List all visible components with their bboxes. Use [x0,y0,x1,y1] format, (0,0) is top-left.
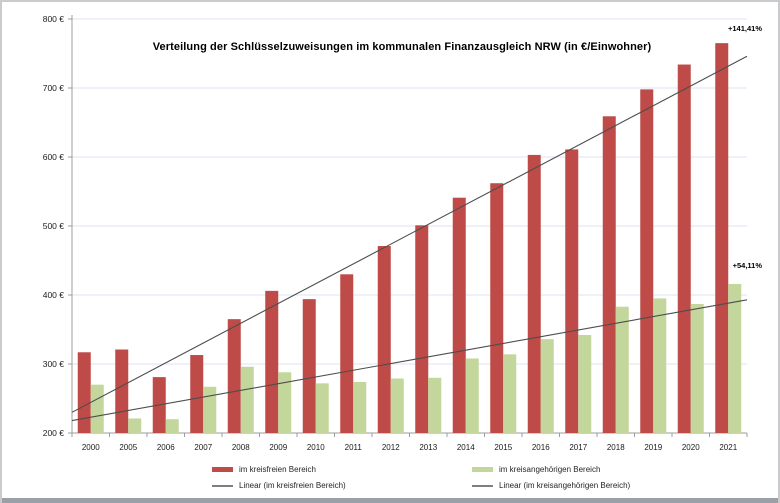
y-tick-label: 200 € [43,428,65,438]
bar-kreisfrei-2020 [677,64,691,433]
bar-kreisfrei-2007 [190,355,204,433]
bar-kreisfrei-2021 [715,43,729,434]
legend-label: im kreisfreien Bereich [239,465,316,474]
bar-kreisfrei-2019 [640,89,654,433]
y-tick-label: 300 € [43,359,65,369]
bar-kreisangehoerig-2021 [728,283,742,433]
legend-swatch-linear-kreisangehoerig-line [472,484,493,487]
bar-kreisangehoerig-2012 [390,378,404,433]
y-tick-label: 600 € [43,152,65,162]
bar-kreisfrei-2009 [265,290,279,433]
bar-kreisangehoerig-2020 [690,303,704,433]
x-tick-label: 2015 [494,443,512,452]
bar-kreisangehoerig-2016 [540,339,554,433]
bar-kreisfrei-2016 [527,154,541,433]
legend-item-kreisfrei: im kreisfreien Bereich [212,465,316,474]
bar-kreisfrei-2017 [565,149,579,433]
trend-kreisangehoerig-line [71,299,748,422]
bar-kreisangehoerig-2014 [465,358,479,433]
legend-label: im kreisangehörigen Bereich [499,465,601,474]
bar-kreisfrei-2012 [377,246,391,433]
legend-label: Linear (im kreisfreien Bereich) [239,481,346,490]
bar-kreisfrei-2010 [302,299,316,433]
x-tick-label: 2019 [644,443,662,452]
x-tick-label: 2009 [269,443,287,452]
bar-kreisangehoerig-2008 [240,366,254,433]
bar-kreisfrei-2018 [602,116,616,433]
bar-kreisangehoerig-2007 [203,386,217,433]
bar-kreisfrei-2005 [115,349,129,433]
y-tick-label: 800 € [43,14,65,24]
bar-kreisfrei-2000 [77,352,91,433]
growth-label-kreisangehoerig: +54,11% [732,261,762,270]
legend-item-kreisangehoerig: im kreisangehörigen Bereich [472,465,600,474]
legend-item-linear-kreisfrei: Linear (im kreisfreien Bereich) [212,481,346,490]
x-tick-label: 2011 [345,443,363,452]
bar-kreisangehoerig-2015 [503,354,517,433]
bar-kreisfrei-2014 [452,197,466,433]
y-tick-label: 500 € [43,221,65,231]
x-tick-label: 2005 [119,443,137,452]
x-tick-label: 2000 [82,443,100,452]
legend-swatch-kreisfrei-bar [212,467,233,472]
x-tick-label: 2008 [232,443,250,452]
legend-swatch-linear-kreisfrei-line [212,484,233,487]
bar-kreisangehoerig-2006 [165,419,179,433]
bar-kreisangehoerig-2011 [353,381,367,433]
legend-swatch-kreisangehoerig-bar [472,467,493,472]
trend-kreisfrei-line [71,55,748,413]
x-tick-label: 2018 [607,443,625,452]
x-tick-label: 2007 [194,443,212,452]
chart-title: Verteilung der Schlüsselzuweisungen im k… [152,41,652,53]
bar-kreisfrei-2015 [490,183,504,433]
x-tick-label: 2012 [382,443,400,452]
x-tick-label: 2013 [419,443,437,452]
bar-kreisfrei-2013 [415,225,429,433]
bar-kreisangehoerig-2019 [653,298,667,433]
y-tick-label: 700 € [43,83,65,93]
bar-kreisangehoerig-2005 [128,418,142,433]
bar-kreisangehoerig-2018 [615,306,629,433]
legend-item-linear-kreisangehoerig: Linear (im kreisangehörigen Bereich) [472,481,630,490]
bar-kreisangehoerig-2009 [278,372,292,433]
y-tick-label: 400 € [43,290,65,300]
x-tick-label: 2021 [719,443,737,452]
x-tick-label: 2016 [532,443,550,452]
x-tick-label: 2006 [157,443,175,452]
x-tick-label: 2010 [307,443,325,452]
bar-kreisangehoerig-2017 [578,335,592,433]
bar-kreisfrei-2011 [340,274,354,433]
x-tick-label: 2017 [569,443,587,452]
x-tick-label: 2020 [682,443,700,452]
x-tick-label: 2014 [457,443,475,452]
bar-kreisangehoerig-2000 [90,384,104,433]
legend-label: Linear (im kreisangehörigen Bereich) [499,481,631,490]
bottom-edge-strip [2,498,778,503]
bar-kreisfrei-2008 [227,319,241,433]
bar-kreisangehoerig-2010 [315,383,329,433]
growth-label-kreisfrei: +141,41% [728,24,762,33]
bar-kreisangehoerig-2013 [428,377,442,433]
